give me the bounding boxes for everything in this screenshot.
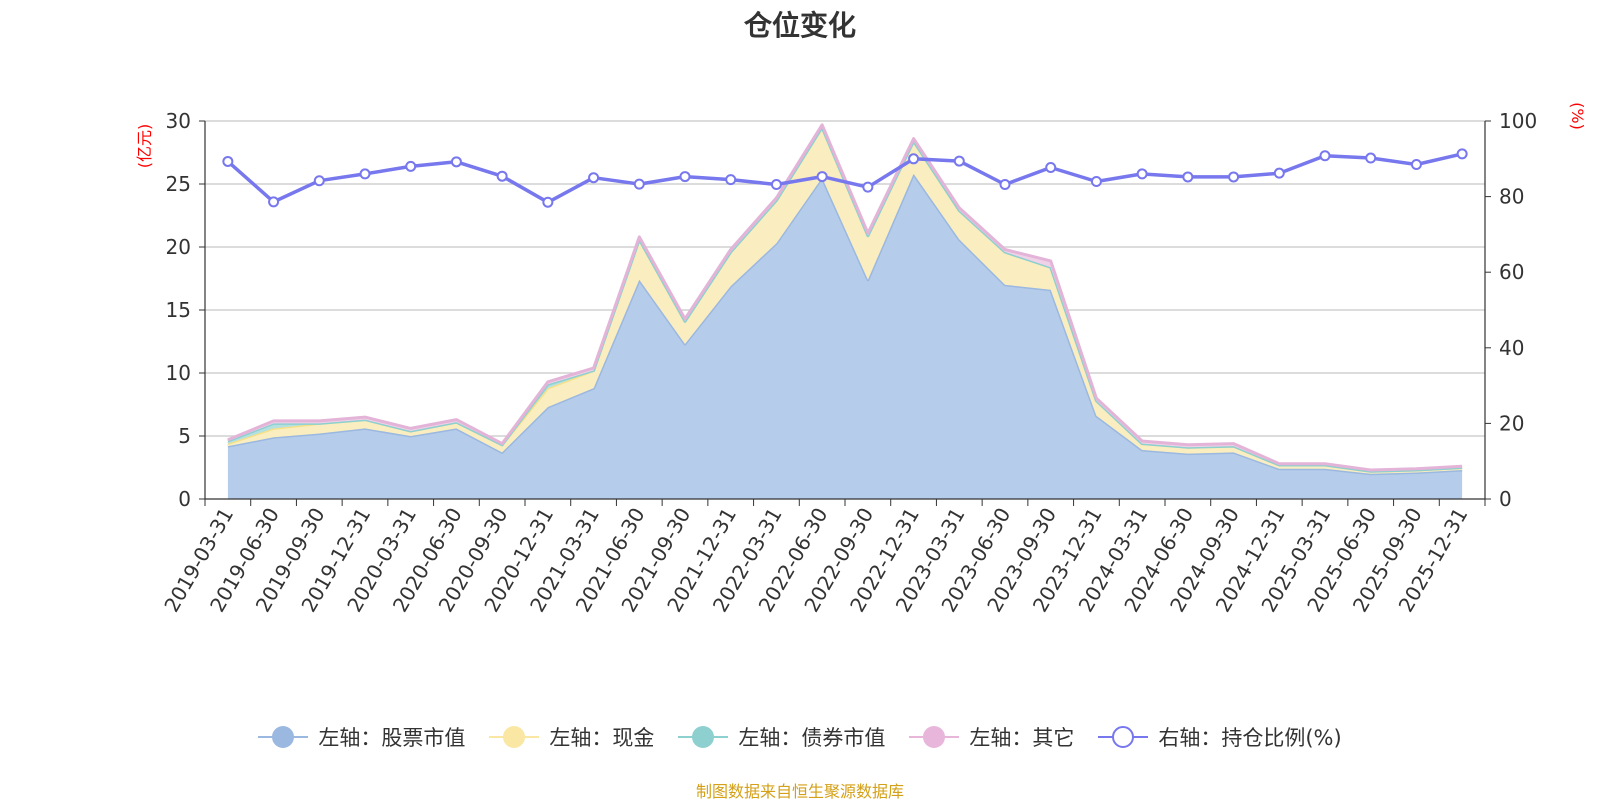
y-left-axis-label: (亿元) bbox=[135, 124, 154, 169]
ratio-point bbox=[816, 171, 828, 183]
legend-item-cash[interactable]: 左轴：现金 bbox=[489, 722, 654, 752]
ratio-point bbox=[1182, 171, 1194, 183]
ratio-point bbox=[1045, 161, 1057, 173]
ratio-point bbox=[496, 170, 508, 182]
ratio-point bbox=[1365, 152, 1377, 164]
legend-label-cash: 左轴：现金 bbox=[549, 726, 655, 750]
ratio-point bbox=[222, 155, 234, 167]
ratio-point bbox=[1090, 175, 1102, 187]
y-left-tick-label: 15 bbox=[166, 298, 191, 322]
area-line-other bbox=[227, 123, 1463, 472]
position-ratio-line bbox=[222, 148, 1468, 208]
y-left-tick-label: 10 bbox=[166, 361, 191, 385]
legend-ratio-icon bbox=[1098, 726, 1149, 748]
chart-title: 仓位变化 bbox=[743, 9, 856, 42]
legend-item-ratio[interactable]: 右轴：持仓比例(%) bbox=[1098, 722, 1342, 752]
y-right-tick-label: 0 bbox=[1499, 487, 1512, 511]
ratio-point bbox=[542, 196, 554, 208]
y-left-tick-label: 5 bbox=[178, 424, 191, 448]
ratio-line bbox=[226, 152, 1463, 205]
position-change-chart: 0510152025300204060801002019-03-312019-0… bbox=[135, 102, 1587, 616]
legend: 左轴：股票市值 左轴：现金 左轴：债券市值 左轴：其它 右轴：持仓比例(%) bbox=[0, 722, 1600, 752]
ratio-point bbox=[1273, 167, 1285, 179]
ratio-point bbox=[908, 153, 920, 165]
legend-other-icon bbox=[909, 726, 960, 748]
y-right-tick-label: 60 bbox=[1499, 260, 1524, 284]
legend-label-bond: 左轴：债券市值 bbox=[738, 726, 886, 750]
y-right-tick-label: 20 bbox=[1499, 411, 1524, 435]
y-right-tick-label: 40 bbox=[1499, 336, 1524, 360]
ratio-point bbox=[405, 160, 417, 172]
area-cash bbox=[227, 127, 1463, 474]
y-right-tick-label: 80 bbox=[1499, 185, 1524, 209]
ratio-point bbox=[1456, 148, 1468, 160]
legend-item-stock[interactable]: 左轴：股票市值 bbox=[258, 722, 465, 752]
ratio-point bbox=[588, 172, 600, 184]
legend-label-stock: 左轴：股票市值 bbox=[318, 726, 466, 750]
y-left-tick-label: 0 bbox=[178, 487, 191, 511]
ratio-point bbox=[679, 171, 691, 183]
ratio-point bbox=[268, 196, 280, 208]
ratio-point bbox=[1319, 150, 1331, 162]
ratio-point bbox=[1410, 158, 1422, 170]
legend-bond-icon bbox=[678, 726, 729, 748]
ratio-point bbox=[1136, 168, 1148, 180]
ratio-point bbox=[999, 179, 1011, 191]
ratio-point bbox=[633, 178, 645, 190]
area-line-stock bbox=[227, 172, 1463, 476]
area-stock bbox=[227, 173, 1463, 499]
ratio-point bbox=[450, 156, 462, 168]
ratio-point bbox=[313, 175, 325, 187]
legend-item-other[interactable]: 左轴：其它 bbox=[909, 722, 1074, 752]
y-left-tick-label: 25 bbox=[166, 172, 191, 196]
y-right-axis-label: (%) bbox=[1568, 102, 1587, 130]
y-left-tick-label: 30 bbox=[166, 109, 191, 133]
ratio-point bbox=[1228, 171, 1240, 183]
ratio-point bbox=[359, 168, 371, 180]
y-right-tick-label: 100 bbox=[1499, 109, 1537, 133]
legend-stock-icon bbox=[258, 726, 309, 748]
y-left-tick-label: 20 bbox=[166, 235, 191, 259]
ratio-point bbox=[862, 181, 874, 193]
legend-item-bond[interactable]: 左轴：债券市值 bbox=[678, 722, 885, 752]
ratio-point bbox=[770, 179, 782, 191]
ratio-point bbox=[953, 155, 965, 167]
legend-cash-icon bbox=[489, 726, 540, 748]
source-note: 制图数据来自恒生聚源数据库 bbox=[695, 782, 904, 801]
legend-label-other: 左轴：其它 bbox=[969, 726, 1075, 750]
ratio-point bbox=[725, 174, 737, 186]
legend-label-ratio: 右轴：持仓比例(%) bbox=[1158, 726, 1342, 750]
